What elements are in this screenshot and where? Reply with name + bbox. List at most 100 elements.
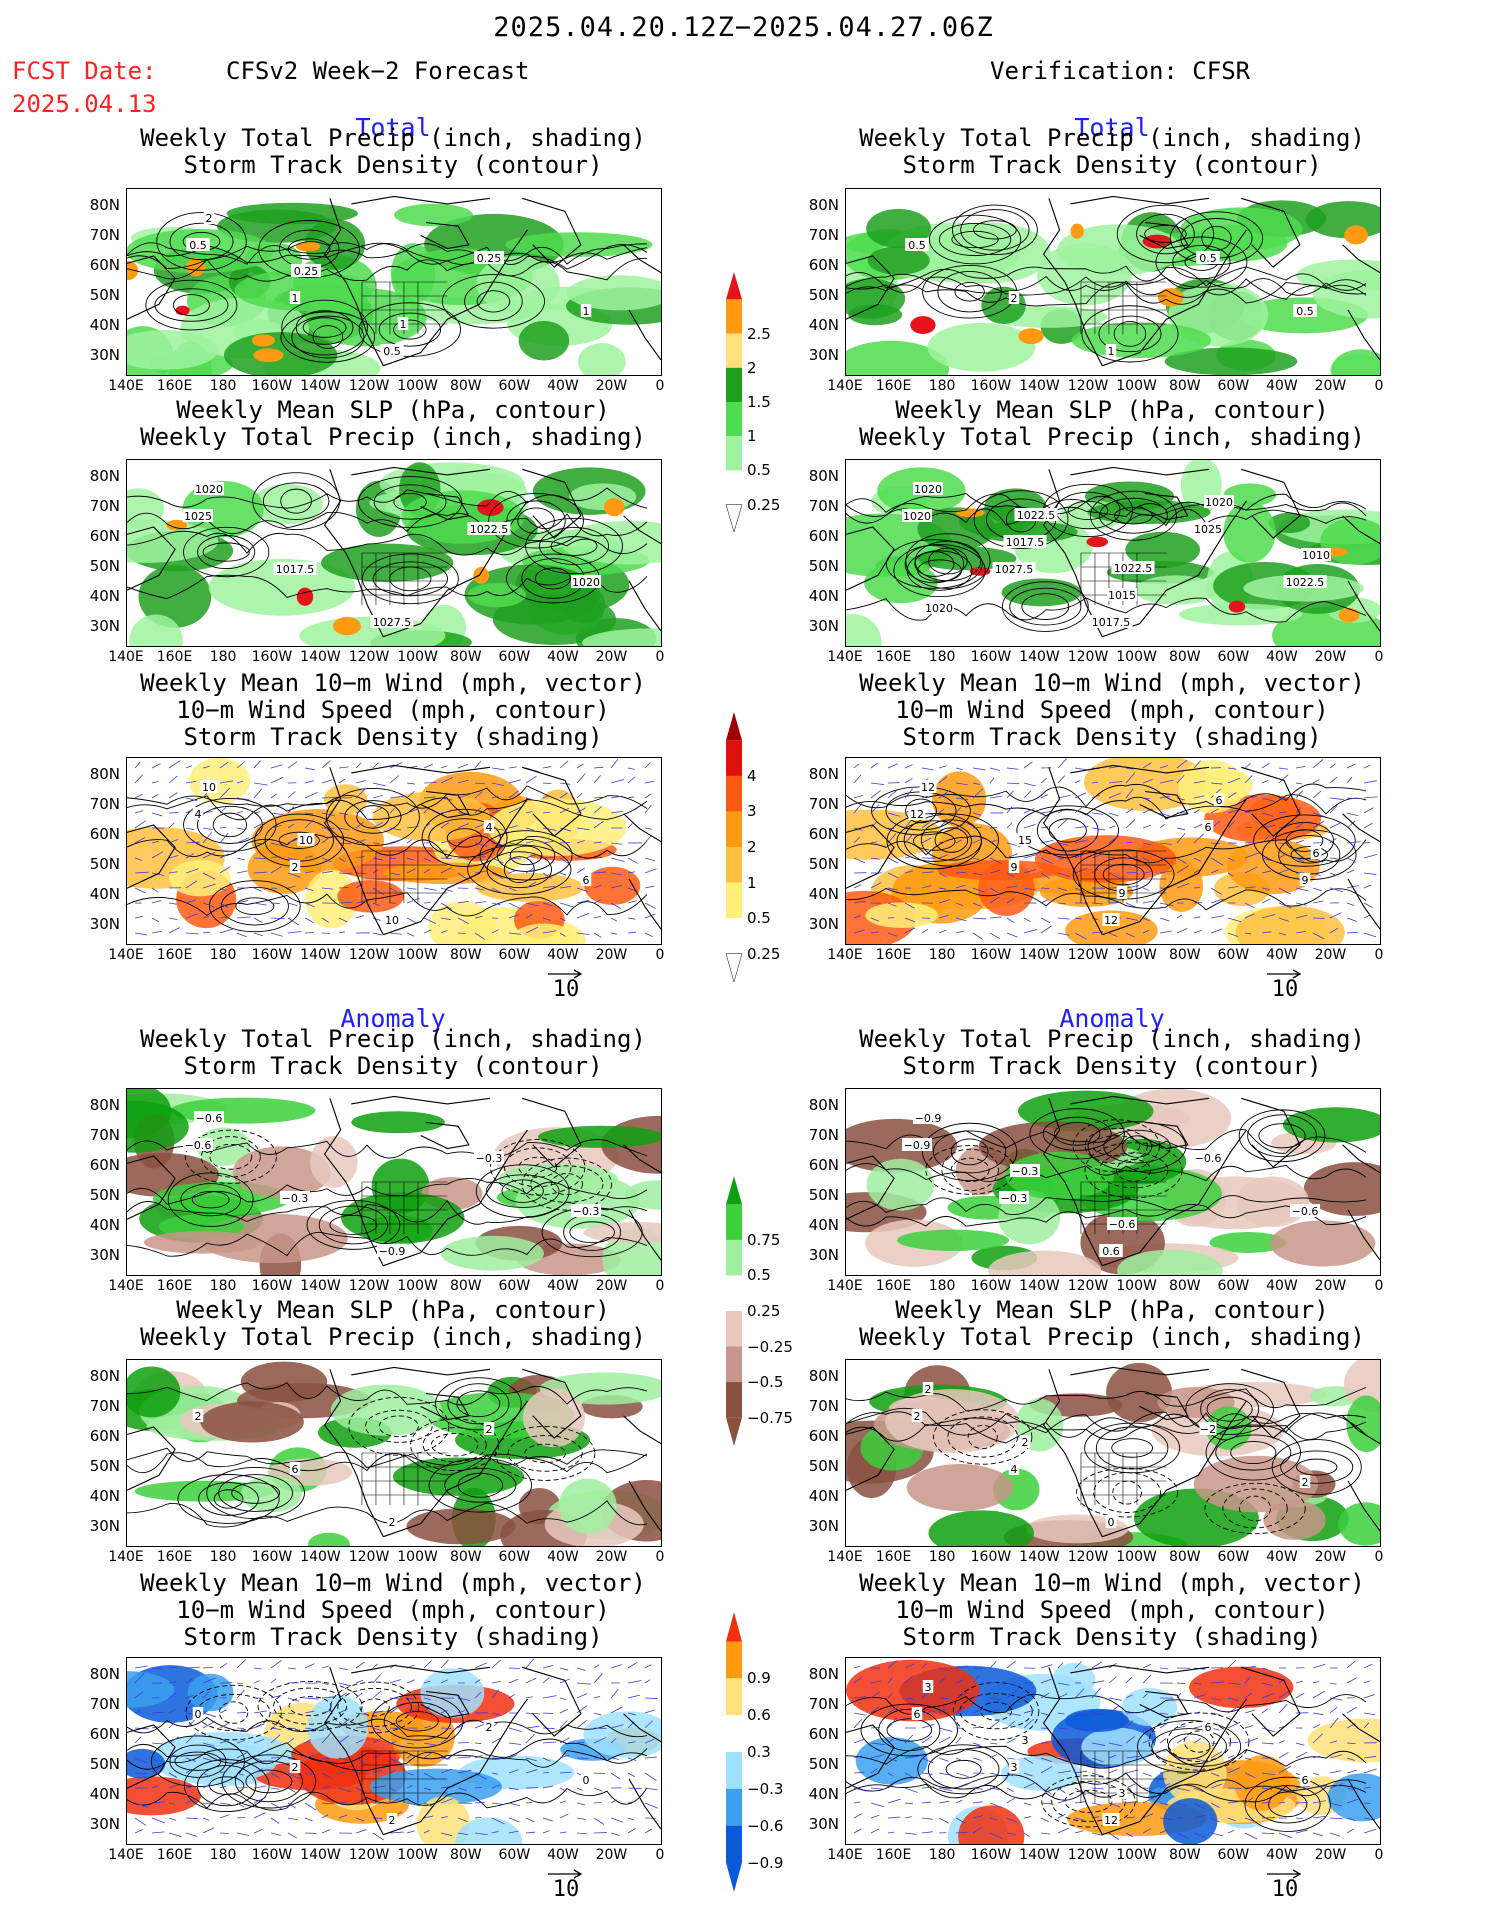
map-canvas: 1025 1017.5 1027.5 1022.5 1020 1020 bbox=[127, 462, 661, 646]
contour-label-bg bbox=[905, 238, 929, 251]
lon-tick-label: 20W bbox=[1314, 378, 1347, 394]
lon-tick-label: 160E bbox=[156, 1278, 193, 1294]
lon-tick-label: 20W bbox=[595, 1847, 628, 1863]
panel-title-line: Weekly Mean SLP (hPa, contour) bbox=[895, 396, 1329, 424]
contour-label-bg bbox=[1293, 304, 1317, 317]
lon-tick-label: 120W bbox=[348, 649, 390, 665]
contour-label: 0.5 bbox=[383, 345, 401, 358]
lon-tick-label: 60W bbox=[1217, 1847, 1250, 1863]
lon-tick-label: 80W bbox=[449, 1549, 482, 1565]
contour-label-bg bbox=[1202, 820, 1214, 833]
contour-label-group: 1020 1027.5 1017.5 1025 1022.5 1020 1017.5 1015… bbox=[902, 482, 1331, 629]
state-boundaries bbox=[361, 1181, 448, 1235]
lon-tick-label: 80W bbox=[449, 1847, 482, 1863]
lon-tick-label: 160E bbox=[156, 649, 193, 665]
colorbar-tick-label: 0.3 bbox=[747, 1743, 771, 1761]
section-label-anomaly: Anomaly bbox=[1059, 1004, 1165, 1033]
lon-tick-label: 120W bbox=[1067, 1549, 1109, 1565]
contour-label: −0.3 bbox=[476, 1152, 503, 1165]
lat-tick-label: 40N bbox=[808, 316, 839, 334]
panel-title-line: Storm Track Density (contour) bbox=[902, 1052, 1322, 1080]
lon-tick-label: 140E bbox=[108, 378, 144, 394]
shading-field bbox=[846, 1089, 1380, 1275]
contour-label: 1027.5 bbox=[995, 563, 1034, 576]
lat-tick-label: 30N bbox=[808, 1815, 839, 1833]
lon-tick-label: 60W bbox=[498, 1549, 531, 1565]
lon-tick-label: 120W bbox=[348, 1847, 390, 1863]
lat-tick-label: 30N bbox=[89, 346, 120, 364]
colorbar-cap bbox=[726, 1862, 742, 1892]
panel-title-line: Weekly Total Precip (inch, shading) bbox=[859, 1323, 1365, 1351]
panel-title-line: Storm Track Density (shading) bbox=[902, 723, 1322, 751]
lon-tick-label: 20W bbox=[1314, 649, 1347, 665]
vector-reference-label: 10 bbox=[1271, 977, 1299, 1002]
colorbar-segment bbox=[726, 847, 742, 883]
colorbar-segment bbox=[726, 1382, 742, 1418]
contour-label-bg bbox=[922, 1382, 934, 1395]
lon-tick-label: 80W bbox=[449, 649, 482, 665]
lat-tick-label: 40N bbox=[89, 885, 120, 903]
lon-tick-label: 140E bbox=[827, 1847, 863, 1863]
map-panel-vf-total-slp: 1020 1027.5 1017.5 1025 1022.5 1020 1017.5 1015… bbox=[845, 459, 1381, 647]
lon-tick-label: 40W bbox=[547, 1278, 579, 1294]
lat-tick-label: 60N bbox=[89, 256, 120, 274]
map-canvas: −0.6 −0.3 −0.9 −0.3 −0.3 −0.6 bbox=[127, 1089, 661, 1275]
lat-tick-label: 70N bbox=[808, 1397, 839, 1415]
colorbar-tick-label: 0.6 bbox=[747, 1706, 771, 1725]
contour-label: 1015 bbox=[1108, 589, 1136, 602]
panel-title-line: Storm Track Density (shading) bbox=[183, 1623, 603, 1651]
lon-tick-label: 140W bbox=[1019, 947, 1060, 963]
contour-label: 1025 bbox=[1194, 523, 1222, 536]
contour-label: 0.25 bbox=[477, 252, 502, 265]
map-canvas: 1020 1027.5 1017.5 1025 1022.5 1020 1017.5 1015… bbox=[846, 460, 1380, 646]
lat-tick-label: 30N bbox=[808, 346, 839, 364]
contour-label-bg bbox=[192, 1707, 204, 1720]
lat-tick-label: 40N bbox=[808, 1487, 839, 1505]
contour-label: 6 bbox=[292, 1463, 299, 1476]
contour-label: −0.3 bbox=[282, 1192, 309, 1205]
contour-label: 6 bbox=[583, 874, 590, 887]
lat-tick-label: 50N bbox=[89, 286, 120, 304]
contour-label-bg bbox=[203, 211, 215, 224]
section-label-anomaly: Anomaly bbox=[340, 1004, 446, 1033]
lat-tick-label: 60N bbox=[89, 527, 120, 545]
colorbar-segment bbox=[726, 1239, 742, 1276]
contour-label-group: 1025 1017.5 1027.5 1022.5 1020 1020 bbox=[183, 482, 601, 629]
date-range-title: 2025.04.20.12Z−2025.04.27.06Z bbox=[493, 12, 994, 43]
contour-label: 0.25 bbox=[294, 265, 319, 278]
lon-tick-label: 160W bbox=[251, 1847, 293, 1863]
contour-label-bg bbox=[913, 482, 943, 495]
lon-tick-label: 60W bbox=[1217, 378, 1250, 394]
state-boundaries bbox=[1080, 1452, 1167, 1506]
lon-tick-label: 140E bbox=[827, 1549, 863, 1565]
contour-label-bg bbox=[474, 1151, 504, 1164]
panel-title-line: Weekly Total Precip (inch, shading) bbox=[140, 124, 646, 152]
lat-tick-label: 70N bbox=[808, 226, 839, 244]
contour-label: 1022.5 bbox=[1114, 562, 1153, 575]
colorbar-segment bbox=[726, 1715, 742, 1752]
contour-label-group: 0.5 2 1 0.5 0.5 bbox=[905, 238, 1317, 358]
contour-label: 9 bbox=[1119, 887, 1126, 900]
lon-tick-label: 60W bbox=[1217, 947, 1250, 963]
panel-title-line: Storm Track Density (contour) bbox=[902, 151, 1322, 179]
colorbar-precip-anomaly bbox=[726, 1176, 742, 1446]
contour-label: 1020 bbox=[914, 483, 942, 496]
colorbar-segment bbox=[726, 775, 742, 812]
contour-label: 1017.5 bbox=[1092, 616, 1131, 629]
contour-label: 12 bbox=[1104, 914, 1118, 927]
colorbar-cap bbox=[726, 1612, 742, 1642]
map-canvas: 0.5 1 0.5 0.25 1 2 0.25 1 bbox=[127, 195, 661, 375]
lon-tick-label: 160E bbox=[875, 1847, 912, 1863]
vector-reference-label: 10 bbox=[1271, 1877, 1299, 1902]
contour-label: 3 bbox=[925, 1681, 932, 1694]
colorbar-tick-label: −0.25 bbox=[747, 1337, 793, 1356]
contour-label: 1 bbox=[1108, 345, 1115, 358]
state-boundaries bbox=[1080, 281, 1167, 335]
lat-tick-label: 70N bbox=[89, 226, 120, 244]
contour-label-bg bbox=[483, 1422, 495, 1435]
contour-label-bg bbox=[297, 833, 315, 846]
lat-tick-label: 30N bbox=[808, 1246, 839, 1264]
lon-tick-label: 160E bbox=[156, 947, 193, 963]
contour-label: 1017.5 bbox=[1006, 536, 1045, 549]
lon-tick-label: 60W bbox=[498, 1278, 531, 1294]
